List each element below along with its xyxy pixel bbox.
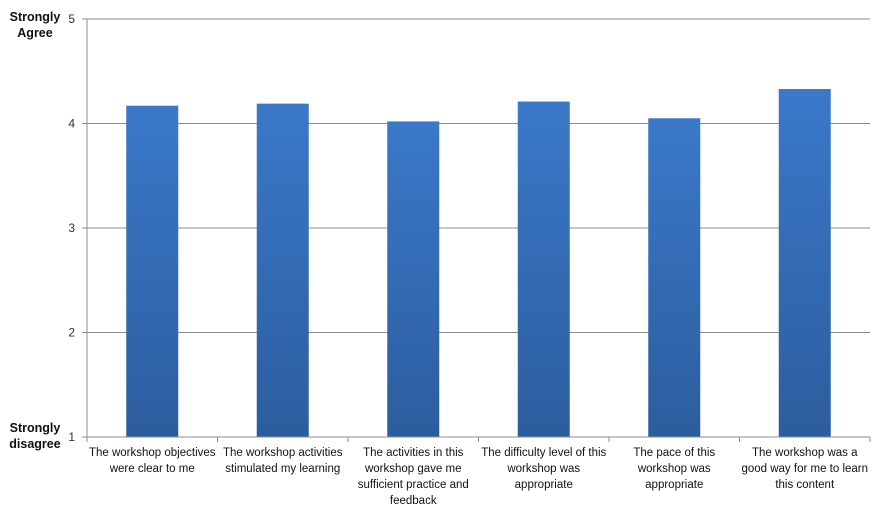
bar-5 — [648, 118, 701, 438]
x-category-label-3: The activities in this workshop gave me … — [357, 447, 469, 507]
x-category-label-6: The workshop was a good way for me to le… — [741, 447, 869, 491]
y-tick-label-2: 2 — [68, 326, 75, 340]
bar-1 — [126, 105, 179, 438]
bar-2 — [256, 103, 309, 438]
y-tick-label-5: 5 — [68, 12, 75, 26]
x-category-label-2: The workshop activities stimulated my le… — [222, 447, 343, 475]
axes — [86, 19, 871, 442]
gridlines — [87, 18, 870, 333]
y-anchor-top-label: Strongly Agree — [9, 10, 61, 40]
bar-4 — [517, 101, 570, 438]
y-anchor-bottom-label: Strongly disagree — [9, 421, 61, 451]
bar-3 — [387, 121, 440, 437]
x-category-label-4: The difficulty level of this workshop wa… — [481, 447, 607, 491]
bars — [126, 89, 831, 438]
y-tick-label-3: 3 — [68, 221, 75, 235]
x-category-label-1: The workshop objectives were clear to me — [88, 447, 216, 475]
y-tick-label-4: 4 — [68, 117, 75, 131]
y-tick-label-1: 1 — [68, 430, 75, 444]
x-category-label-5: The pace of this workshop was appropriat… — [633, 447, 716, 491]
bar-6 — [778, 89, 831, 437]
y-tick-labels: 1 2 3 4 5 — [68, 12, 87, 444]
